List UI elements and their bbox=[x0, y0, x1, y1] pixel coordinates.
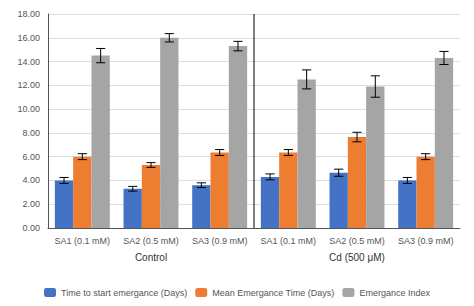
svg-text:4.00: 4.00 bbox=[22, 175, 40, 185]
svg-text:Control: Control bbox=[135, 252, 167, 263]
svg-text:Emergance Index: Emergance Index bbox=[359, 288, 430, 298]
svg-text:10.00: 10.00 bbox=[17, 104, 40, 114]
svg-text:6.00: 6.00 bbox=[22, 152, 40, 162]
svg-text:18.00: 18.00 bbox=[17, 9, 40, 19]
svg-text:Cd (500 μM): Cd (500 μM) bbox=[329, 252, 385, 263]
svg-text:8.00: 8.00 bbox=[22, 128, 40, 138]
svg-text:12.00: 12.00 bbox=[17, 80, 40, 90]
svg-text:2.00: 2.00 bbox=[22, 199, 40, 209]
svg-text:16.00: 16.00 bbox=[17, 33, 40, 43]
svg-text:Time to start emergance (Days): Time to start emergance (Days) bbox=[61, 288, 187, 298]
svg-text:0.00: 0.00 bbox=[22, 223, 40, 233]
svg-text:SA3 (0.9 mM): SA3 (0.9 mM) bbox=[398, 236, 454, 246]
svg-text:SA1 (0.1 mM): SA1 (0.1 mM) bbox=[261, 236, 317, 246]
svg-text:SA1 (0.1 mM): SA1 (0.1 mM) bbox=[55, 236, 111, 246]
svg-text:Mean Emergance Time (Days): Mean Emergance Time (Days) bbox=[212, 288, 334, 298]
svg-text:SA2 (0.5 mM): SA2 (0.5 mM) bbox=[123, 236, 179, 246]
svg-text:14.00: 14.00 bbox=[17, 57, 40, 67]
svg-text:SA3 (0.9 mM): SA3 (0.9 mM) bbox=[192, 236, 248, 246]
svg-text:SA2 (0.5 mM): SA2 (0.5 mM) bbox=[329, 236, 385, 246]
